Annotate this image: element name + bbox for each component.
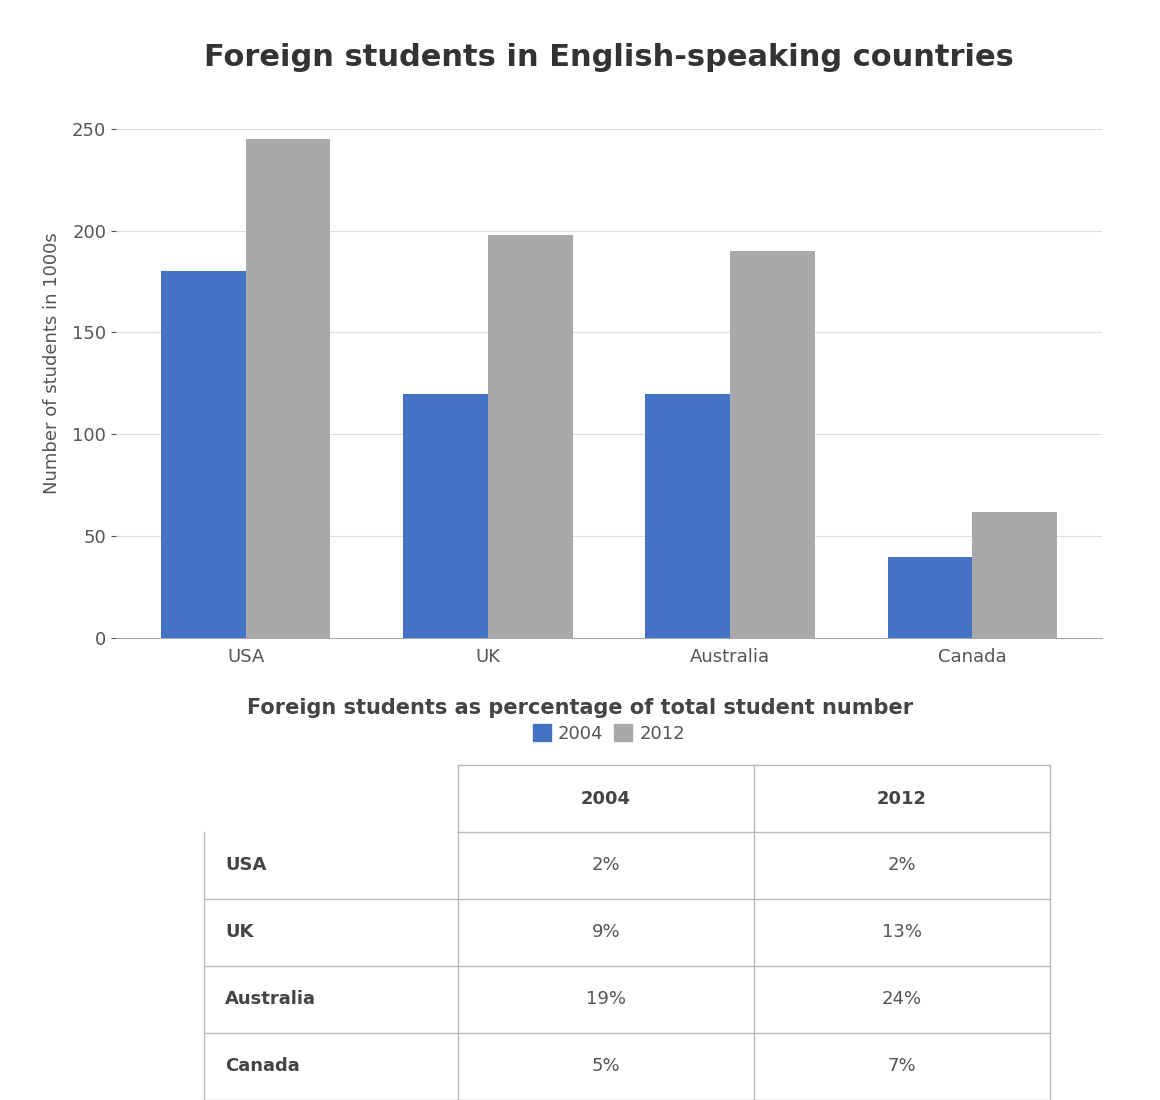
Text: 13%: 13% — [882, 923, 922, 942]
Text: Canada: Canada — [225, 1057, 299, 1075]
Text: 7%: 7% — [887, 1057, 916, 1075]
Bar — [645, 394, 730, 638]
Bar — [730, 251, 815, 638]
Title: Foreign students in English-speaking countries: Foreign students in English-speaking cou… — [204, 43, 1014, 72]
Text: 19%: 19% — [586, 990, 626, 1009]
Text: Australia: Australia — [225, 990, 316, 1009]
Y-axis label: Number of students in 1000s: Number of students in 1000s — [43, 232, 61, 494]
Text: 2004: 2004 — [581, 790, 631, 807]
Bar — [403, 394, 488, 638]
Text: Foreign students as percentage of total student number: Foreign students as percentage of total … — [247, 698, 913, 718]
Bar — [972, 512, 1057, 638]
Bar — [246, 139, 331, 638]
Bar — [488, 234, 573, 638]
Legend: 2004, 2012: 2004, 2012 — [525, 717, 693, 750]
Text: 24%: 24% — [882, 990, 922, 1009]
Bar — [161, 272, 246, 638]
Text: 2012: 2012 — [877, 790, 927, 807]
Text: 2%: 2% — [592, 857, 621, 874]
Bar — [887, 557, 972, 638]
Text: 9%: 9% — [592, 923, 621, 942]
Text: 2%: 2% — [887, 857, 916, 874]
Text: UK: UK — [225, 923, 253, 942]
Text: 5%: 5% — [592, 1057, 621, 1075]
Text: USA: USA — [225, 857, 267, 874]
